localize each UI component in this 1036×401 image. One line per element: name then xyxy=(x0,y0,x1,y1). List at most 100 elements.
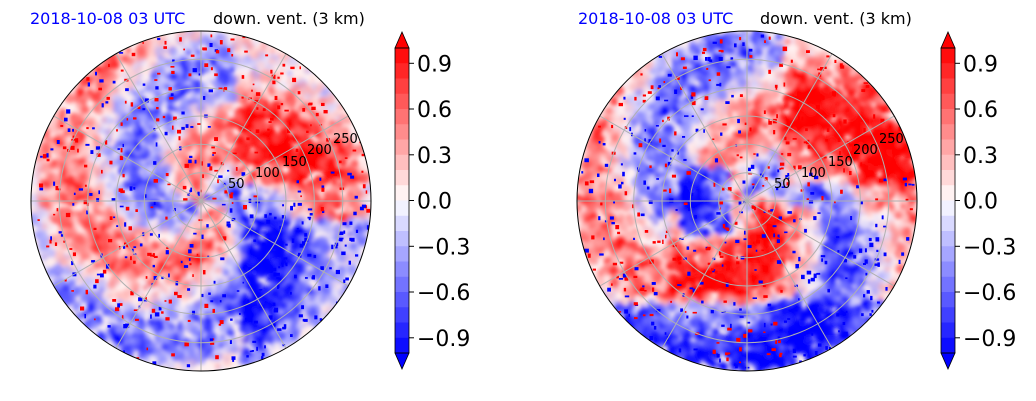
field-cell xyxy=(105,104,115,114)
field-cell xyxy=(320,244,331,255)
field-cell xyxy=(127,91,133,96)
field-cell xyxy=(236,241,248,253)
field-speckle xyxy=(268,121,272,123)
field-cell xyxy=(181,273,192,284)
field-cell xyxy=(230,82,236,88)
field-cell xyxy=(85,116,98,128)
field-cell xyxy=(79,157,87,165)
field-speckle xyxy=(95,146,101,150)
field-cell xyxy=(99,173,106,179)
field-cell xyxy=(159,48,171,59)
field-cell xyxy=(325,159,337,172)
field-cell xyxy=(82,102,94,113)
velocity-field xyxy=(31,31,371,371)
field-cell xyxy=(234,319,239,324)
field-cell xyxy=(146,274,154,281)
field-cell xyxy=(286,299,291,305)
field-speckle xyxy=(295,148,299,152)
field-speckle xyxy=(142,83,146,86)
field-speckle xyxy=(243,205,247,210)
field-speckle xyxy=(210,67,213,71)
field-cell xyxy=(42,224,47,229)
field-cell xyxy=(172,343,178,349)
field-cell xyxy=(241,347,251,357)
field-speckle xyxy=(235,167,238,171)
field-speckle xyxy=(296,228,299,230)
field-speckle xyxy=(281,263,284,267)
field-speckle xyxy=(92,127,95,130)
field-cell xyxy=(175,136,187,147)
field-cell xyxy=(349,198,361,210)
field-speckle xyxy=(66,109,71,114)
field-speckle xyxy=(227,169,230,172)
field-cell xyxy=(133,126,139,132)
field-cell xyxy=(269,47,276,55)
field-speckle xyxy=(189,189,192,193)
field-cell xyxy=(229,331,235,337)
field-speckle xyxy=(120,69,124,72)
field-cell xyxy=(36,222,42,228)
field-speckle xyxy=(282,63,286,67)
field-speckle xyxy=(276,272,280,276)
field-cell xyxy=(155,112,168,124)
field-speckle xyxy=(304,233,308,237)
field-cell xyxy=(361,190,369,198)
field-cell xyxy=(57,132,63,138)
field-cell xyxy=(239,213,249,224)
field-speckle xyxy=(165,173,169,177)
field-cell xyxy=(97,317,103,322)
field-cell xyxy=(135,320,146,332)
field-cell xyxy=(92,208,100,217)
field-speckle xyxy=(282,204,284,207)
field-speckle xyxy=(242,281,245,284)
field-cell xyxy=(254,334,265,345)
field-speckle xyxy=(170,66,175,68)
field-cell xyxy=(36,193,47,204)
field-speckle xyxy=(365,190,368,194)
field-speckle xyxy=(219,300,222,303)
field-speckle xyxy=(120,190,125,194)
field-cell xyxy=(352,150,360,158)
field-cell xyxy=(82,93,91,102)
field-cell xyxy=(236,116,243,122)
field-cell xyxy=(220,334,225,339)
field-cell xyxy=(256,267,262,273)
field-cell xyxy=(191,89,201,100)
field-cell xyxy=(31,213,38,223)
field-cell xyxy=(143,163,148,168)
field-cell xyxy=(255,218,265,229)
field-cell xyxy=(280,334,287,340)
field-speckle xyxy=(119,303,123,306)
field-cell xyxy=(127,272,137,282)
field-cell xyxy=(237,325,242,330)
field-speckle xyxy=(192,274,194,277)
field-speckle xyxy=(272,267,277,272)
field-cell xyxy=(295,64,300,70)
field-cell xyxy=(319,280,326,287)
field-cell xyxy=(292,279,297,285)
field-speckle xyxy=(298,314,303,318)
field-speckle xyxy=(249,214,254,219)
field-cell xyxy=(77,258,85,266)
field-speckle xyxy=(290,291,292,295)
field-cell xyxy=(324,205,331,212)
field-cell xyxy=(65,293,76,305)
field-cell xyxy=(221,219,227,224)
field-cell xyxy=(70,186,76,192)
field-cell xyxy=(166,91,176,101)
field-cell xyxy=(108,311,116,319)
field-cell xyxy=(113,112,122,121)
field-speckle xyxy=(185,124,189,128)
field-speckle xyxy=(249,350,253,353)
field-cell xyxy=(262,285,270,293)
field-cell xyxy=(77,238,85,245)
field-speckle xyxy=(93,284,97,289)
field-cell xyxy=(294,107,300,113)
field-cell xyxy=(250,61,257,68)
field-speckle xyxy=(167,183,171,186)
field-speckle xyxy=(341,251,346,256)
field-cell xyxy=(137,112,147,122)
field-speckle xyxy=(294,274,297,279)
field-cell xyxy=(129,335,141,347)
